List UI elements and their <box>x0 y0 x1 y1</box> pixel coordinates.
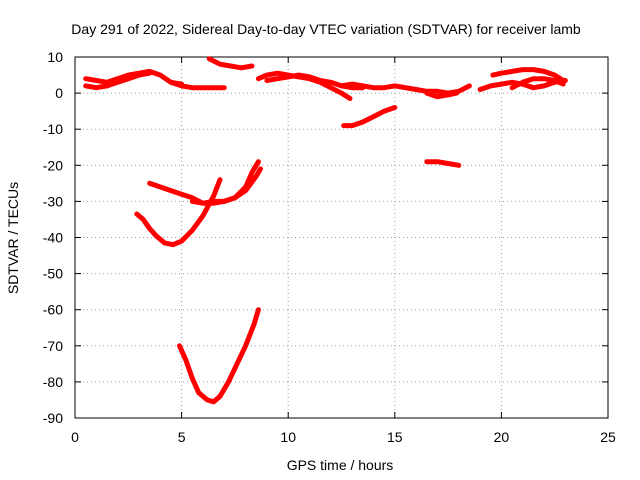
series-arc-3 <box>168 79 227 91</box>
series-arc-16 <box>134 177 223 248</box>
x-tick-label: 5 <box>178 429 186 445</box>
x-tick-label: 20 <box>494 429 510 445</box>
data-series <box>83 56 568 405</box>
series-arc-9 <box>341 105 398 129</box>
x-tick-labels: 0 5 10 15 20 25 <box>71 429 616 445</box>
x-tick-label: 10 <box>280 429 296 445</box>
y-tick-label: -20 <box>43 157 63 173</box>
y-tick-label: -30 <box>43 193 63 209</box>
y-tick-label: -80 <box>43 374 63 390</box>
series-arc-4 <box>206 56 255 71</box>
y-tick-label: -70 <box>43 338 63 354</box>
y-tick-label: -60 <box>43 302 63 318</box>
gridlines <box>75 57 608 418</box>
series-arc-2 <box>83 70 153 91</box>
series-arc-17 <box>177 307 261 405</box>
x-tick-label: 0 <box>71 429 79 445</box>
y-tick-label: -40 <box>43 230 63 246</box>
axis-ticks <box>74 56 609 419</box>
series-arc-10 <box>424 159 462 168</box>
y-tick-label: -10 <box>43 121 63 137</box>
y-tick-label: -50 <box>43 266 63 282</box>
y-tick-label: 10 <box>47 49 63 65</box>
chart-title: Day 291 of 2022, Sidereal Day-to-day VTE… <box>71 21 581 37</box>
series-arc-12 <box>490 67 566 83</box>
series-arc-15 <box>189 159 261 206</box>
x-axis-label: GPS time / hours <box>287 457 394 473</box>
x-tick-label: 25 <box>600 429 616 445</box>
x-tick-label: 15 <box>387 429 403 445</box>
y-tick-label: -90 <box>43 410 63 426</box>
series-arc-13 <box>509 76 566 91</box>
y-tick-labels: 10 0 -10 -20 -30 -40 -50 -60 -70 -80 -90 <box>43 49 63 426</box>
series-arc-1 <box>83 68 185 87</box>
y-tick-label: 0 <box>55 85 63 101</box>
series-arc-8 <box>424 90 460 100</box>
y-axis-label: SDTVAR / TECUs <box>5 182 21 294</box>
